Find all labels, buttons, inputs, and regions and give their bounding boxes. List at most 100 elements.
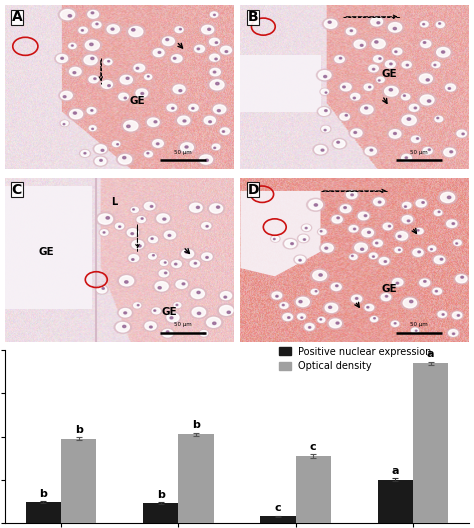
- Circle shape: [434, 64, 436, 65]
- Circle shape: [173, 302, 182, 308]
- Circle shape: [204, 316, 223, 329]
- Circle shape: [151, 238, 153, 239]
- Circle shape: [101, 81, 112, 88]
- Circle shape: [208, 202, 225, 215]
- Circle shape: [414, 228, 424, 235]
- Circle shape: [174, 263, 177, 265]
- Circle shape: [438, 211, 440, 212]
- Circle shape: [295, 256, 305, 263]
- Circle shape: [208, 37, 221, 46]
- Circle shape: [338, 112, 351, 121]
- Circle shape: [89, 126, 96, 130]
- Circle shape: [352, 39, 367, 50]
- Circle shape: [137, 305, 139, 306]
- Circle shape: [200, 24, 216, 35]
- Circle shape: [442, 147, 457, 158]
- Circle shape: [387, 128, 403, 139]
- Circle shape: [174, 303, 181, 308]
- Bar: [61, 439, 96, 523]
- Circle shape: [271, 235, 280, 242]
- Bar: [178, 435, 214, 523]
- Circle shape: [332, 215, 342, 223]
- Circle shape: [130, 206, 139, 213]
- Circle shape: [187, 202, 204, 214]
- Circle shape: [303, 323, 316, 331]
- Circle shape: [350, 294, 364, 304]
- Circle shape: [68, 66, 83, 77]
- Circle shape: [276, 296, 278, 297]
- Circle shape: [403, 95, 405, 96]
- Circle shape: [87, 108, 96, 114]
- Circle shape: [200, 221, 212, 230]
- Circle shape: [322, 126, 330, 132]
- Circle shape: [117, 144, 118, 145]
- Circle shape: [457, 315, 459, 316]
- Circle shape: [117, 92, 130, 101]
- Circle shape: [392, 279, 403, 286]
- Circle shape: [118, 307, 133, 318]
- Text: 50 µm: 50 µm: [410, 322, 428, 327]
- Circle shape: [92, 128, 93, 129]
- Circle shape: [325, 247, 328, 249]
- Circle shape: [92, 22, 101, 28]
- Circle shape: [121, 119, 140, 133]
- Circle shape: [225, 51, 228, 52]
- Circle shape: [369, 65, 378, 72]
- Circle shape: [182, 250, 194, 258]
- Circle shape: [178, 142, 195, 154]
- Circle shape: [367, 307, 369, 308]
- Circle shape: [420, 95, 434, 105]
- Text: 50 µm: 50 µm: [410, 149, 428, 155]
- Circle shape: [380, 293, 392, 301]
- Circle shape: [206, 225, 208, 227]
- Circle shape: [361, 105, 373, 114]
- Circle shape: [446, 84, 456, 91]
- Circle shape: [384, 87, 398, 96]
- Circle shape: [91, 21, 102, 29]
- Text: b: b: [75, 425, 82, 435]
- Circle shape: [365, 147, 376, 155]
- Circle shape: [430, 61, 441, 69]
- Circle shape: [167, 313, 179, 322]
- Circle shape: [159, 270, 169, 277]
- Circle shape: [403, 298, 417, 308]
- Text: b: b: [192, 420, 200, 430]
- Circle shape: [94, 78, 96, 80]
- Text: GE: GE: [382, 285, 397, 295]
- Circle shape: [441, 51, 445, 53]
- Circle shape: [334, 140, 345, 148]
- Circle shape: [396, 282, 399, 284]
- Circle shape: [170, 53, 184, 63]
- Circle shape: [69, 43, 76, 49]
- Text: C: C: [11, 183, 22, 197]
- Circle shape: [219, 127, 231, 136]
- Circle shape: [401, 94, 410, 100]
- Circle shape: [408, 103, 420, 112]
- Circle shape: [320, 125, 331, 133]
- Circle shape: [143, 201, 156, 211]
- Circle shape: [153, 139, 164, 147]
- Circle shape: [185, 251, 188, 253]
- Circle shape: [354, 228, 356, 230]
- Circle shape: [72, 45, 73, 46]
- Circle shape: [79, 27, 87, 33]
- Circle shape: [202, 115, 217, 126]
- Circle shape: [407, 220, 410, 222]
- Circle shape: [401, 297, 419, 309]
- Circle shape: [457, 130, 466, 137]
- Circle shape: [436, 290, 438, 292]
- Circle shape: [301, 317, 303, 318]
- Circle shape: [402, 115, 416, 125]
- Circle shape: [294, 255, 307, 264]
- Circle shape: [406, 64, 409, 66]
- Circle shape: [315, 290, 317, 292]
- Circle shape: [378, 80, 380, 81]
- Circle shape: [454, 240, 461, 246]
- Circle shape: [208, 53, 221, 62]
- Circle shape: [402, 215, 412, 223]
- Circle shape: [423, 147, 432, 154]
- Circle shape: [166, 331, 169, 333]
- Circle shape: [210, 69, 220, 76]
- Circle shape: [190, 306, 208, 318]
- Circle shape: [327, 317, 344, 329]
